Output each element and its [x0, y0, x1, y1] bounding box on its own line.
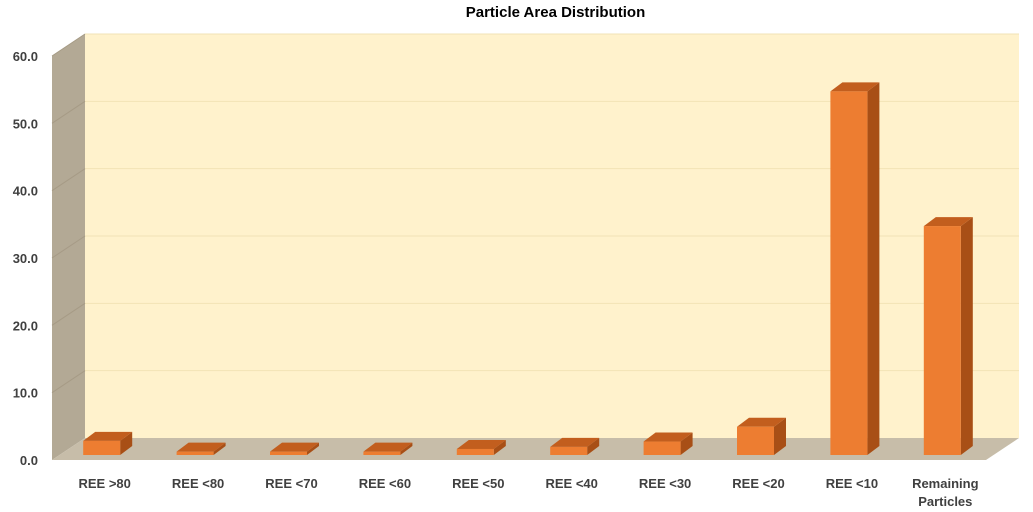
x-tick-label: REE <10	[826, 476, 878, 491]
x-tick-label: REE <50	[452, 476, 504, 491]
bar-side	[680, 432, 693, 455]
bar	[270, 442, 319, 455]
y-tick-label: 40.0	[13, 184, 38, 199]
bar-front	[363, 451, 401, 455]
bar	[550, 437, 600, 455]
bar-front	[830, 91, 868, 456]
bar	[456, 439, 506, 455]
bar	[923, 217, 973, 455]
x-tick-label: REE <70	[265, 476, 317, 491]
bar-side	[867, 82, 880, 456]
bar-side	[493, 439, 506, 455]
y-tick-label: 50.0	[13, 116, 38, 131]
bar	[643, 432, 693, 455]
bar-top	[737, 417, 786, 427]
y-axis-tick-labels: 0.0 10.0 20.0 30.0 40.0 50.0 60.0	[13, 49, 38, 468]
bar-side	[120, 431, 133, 455]
bar	[363, 442, 413, 455]
bar-top	[923, 217, 973, 227]
gridline-side	[51, 370, 86, 394]
bar-front	[456, 448, 494, 455]
bar	[83, 431, 133, 455]
bar-top	[176, 442, 226, 452]
bar-side	[213, 442, 226, 455]
gridline-side	[51, 33, 86, 57]
y-tick-label: 20.0	[13, 318, 38, 333]
x-tick-label: Remaining Particles	[912, 476, 979, 509]
bars	[83, 82, 973, 456]
bar-side	[587, 437, 600, 455]
bar-front	[270, 451, 307, 455]
x-tick-label: REE <40	[545, 476, 597, 491]
bar-front	[923, 226, 961, 455]
gridline-side	[51, 168, 86, 192]
bar-side	[307, 442, 319, 455]
chart-title: Particle Area Distribution	[465, 4, 646, 21]
x-tick-label: REE <60	[359, 476, 411, 491]
gridline-side	[51, 100, 86, 124]
bar-top	[456, 439, 506, 449]
bar-front	[643, 441, 681, 455]
bar-front	[176, 451, 214, 455]
gridline-side	[51, 235, 86, 259]
bar-front	[550, 446, 588, 455]
y-tick-label: 0.0	[20, 453, 38, 468]
gridline-side	[51, 302, 86, 326]
bar-top	[83, 431, 133, 441]
x-tick-label: REE >80	[78, 476, 130, 491]
bar-top	[270, 442, 319, 452]
x-tick-label: REE <80	[172, 476, 224, 491]
bar-front	[737, 426, 774, 455]
bar-side	[400, 442, 413, 455]
bar	[830, 82, 880, 456]
y-tick-label: 60.0	[13, 49, 38, 64]
bar-front	[83, 440, 121, 455]
y-tick-label: 10.0	[13, 386, 38, 401]
bar-side	[774, 417, 786, 455]
bar-top	[363, 442, 413, 452]
x-tick-label: REE <20	[732, 476, 784, 491]
x-axis-tick-labels: REE >80 REE <80 REE <70 REE <60 REE <50 REE <…	[78, 476, 978, 509]
x-tick-label: REE <30	[639, 476, 691, 491]
bar	[737, 417, 786, 455]
bar-side	[960, 217, 973, 455]
bar	[176, 442, 226, 455]
y-tick-label: 30.0	[13, 251, 38, 266]
bar-top	[643, 432, 693, 442]
bar-top	[550, 437, 600, 447]
bar-top	[830, 82, 880, 92]
